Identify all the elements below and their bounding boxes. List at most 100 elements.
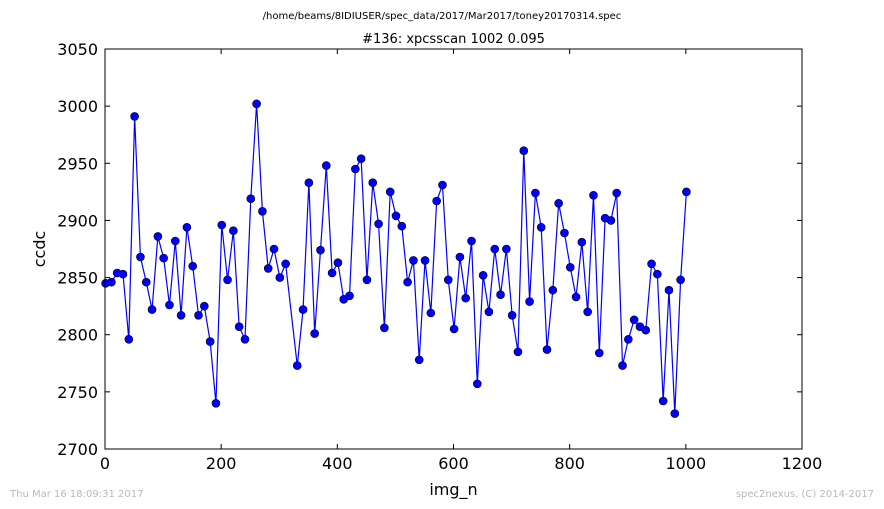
data-point: [269, 244, 279, 254]
data-point: [438, 180, 447, 190]
data-point: [275, 273, 285, 282]
data-point: [571, 292, 581, 302]
data-point: [374, 219, 383, 229]
data-point: [420, 256, 430, 265]
data-point: [234, 322, 244, 332]
data-point: [554, 198, 563, 208]
data-point: [531, 188, 540, 198]
data-point: [380, 323, 389, 333]
data-point: [641, 325, 651, 335]
data-point: [461, 293, 471, 303]
y-axis-label: ccdc: [30, 231, 49, 268]
data-point: [217, 220, 227, 230]
x-tick-label: 400: [322, 454, 353, 473]
x-tick-label: 800: [554, 454, 585, 473]
data-point: [252, 99, 261, 109]
data-point: [565, 262, 575, 272]
data-point: [211, 398, 221, 408]
data-point: [356, 154, 366, 164]
data-point: [496, 290, 505, 300]
data-point: [385, 187, 395, 197]
data-point: [577, 237, 587, 247]
data-point: [118, 269, 128, 279]
data-point: [426, 308, 436, 318]
y-tick-label: 2800: [57, 326, 98, 345]
data-point: [391, 211, 401, 221]
data-point: [414, 355, 424, 365]
data-point: [507, 310, 517, 320]
data-point: [449, 324, 459, 334]
y-tick-label: 3050: [57, 40, 98, 59]
data-point: [362, 275, 372, 285]
data-point: [490, 244, 500, 254]
data-point: [188, 261, 198, 271]
data-point: [316, 245, 325, 255]
data-point: [223, 275, 232, 285]
data-point: [542, 345, 552, 354]
y-tick-label: 2750: [57, 383, 98, 402]
y-tick-label: 2850: [57, 269, 98, 288]
data-point: [624, 334, 633, 344]
data-point: [473, 379, 482, 389]
data-point: [403, 277, 412, 287]
data-point: [536, 222, 546, 232]
data-point: [263, 264, 273, 273]
data-point: [525, 297, 534, 306]
data-point: [467, 236, 476, 246]
data-point: [246, 194, 256, 204]
series-line: [105, 103, 688, 414]
y-tick-label: 2700: [57, 440, 98, 459]
data-point: [519, 146, 529, 156]
x-tick-label: 600: [438, 454, 469, 473]
data-point: [321, 161, 331, 170]
data-point: [647, 259, 656, 269]
data-point: [165, 300, 174, 310]
x-tick-label: 1000: [665, 454, 706, 473]
data-point: [130, 112, 139, 121]
data-point: [397, 221, 407, 231]
data-point: [612, 188, 622, 198]
data-point: [583, 307, 592, 317]
data-point: [170, 236, 180, 246]
plot-area: [101, 99, 691, 418]
footer-copyright: spec2nexus, (C) 2014-2017: [735, 489, 874, 500]
chart-title: #136: xpcsscan 1002 0.095: [362, 32, 545, 47]
data-point: [310, 329, 319, 338]
data-point: [159, 253, 168, 263]
data-point: [229, 226, 238, 236]
data-point: [664, 285, 674, 295]
data-point: [194, 310, 203, 320]
data-point: [618, 361, 627, 370]
data-point: [240, 334, 250, 344]
plot-frame: [104, 48, 803, 450]
data-point: [484, 307, 494, 317]
data-point: [548, 285, 558, 295]
data-point: [147, 305, 157, 314]
data-point: [141, 277, 151, 287]
data-point: [478, 270, 488, 280]
data-point: [443, 275, 453, 285]
data-point: [333, 258, 343, 268]
data-point: [409, 256, 418, 265]
data-point: [455, 252, 465, 262]
data-point: [676, 275, 685, 285]
data-point: [670, 409, 680, 418]
data-point: [682, 187, 691, 197]
data-point: [327, 268, 337, 278]
y-tick-label: 2950: [57, 154, 98, 173]
x-tick-label: 0: [100, 454, 110, 473]
x-tick-label: 1200: [782, 454, 823, 473]
data-point: [653, 269, 662, 279]
data-point: [107, 277, 116, 287]
data-point: [298, 305, 308, 314]
data-point: [560, 228, 569, 238]
y-tick-label: 2900: [57, 211, 98, 230]
data-point: [281, 259, 290, 269]
x-axis-label: img_n: [429, 480, 477, 500]
data-point: [345, 291, 354, 301]
data-point: [629, 315, 639, 325]
axes: 0 200 400 600 800 1000 1200 2700 2750 2800 2850 290…: [57, 40, 822, 473]
data-point: [292, 361, 302, 370]
data-point: [658, 396, 668, 406]
